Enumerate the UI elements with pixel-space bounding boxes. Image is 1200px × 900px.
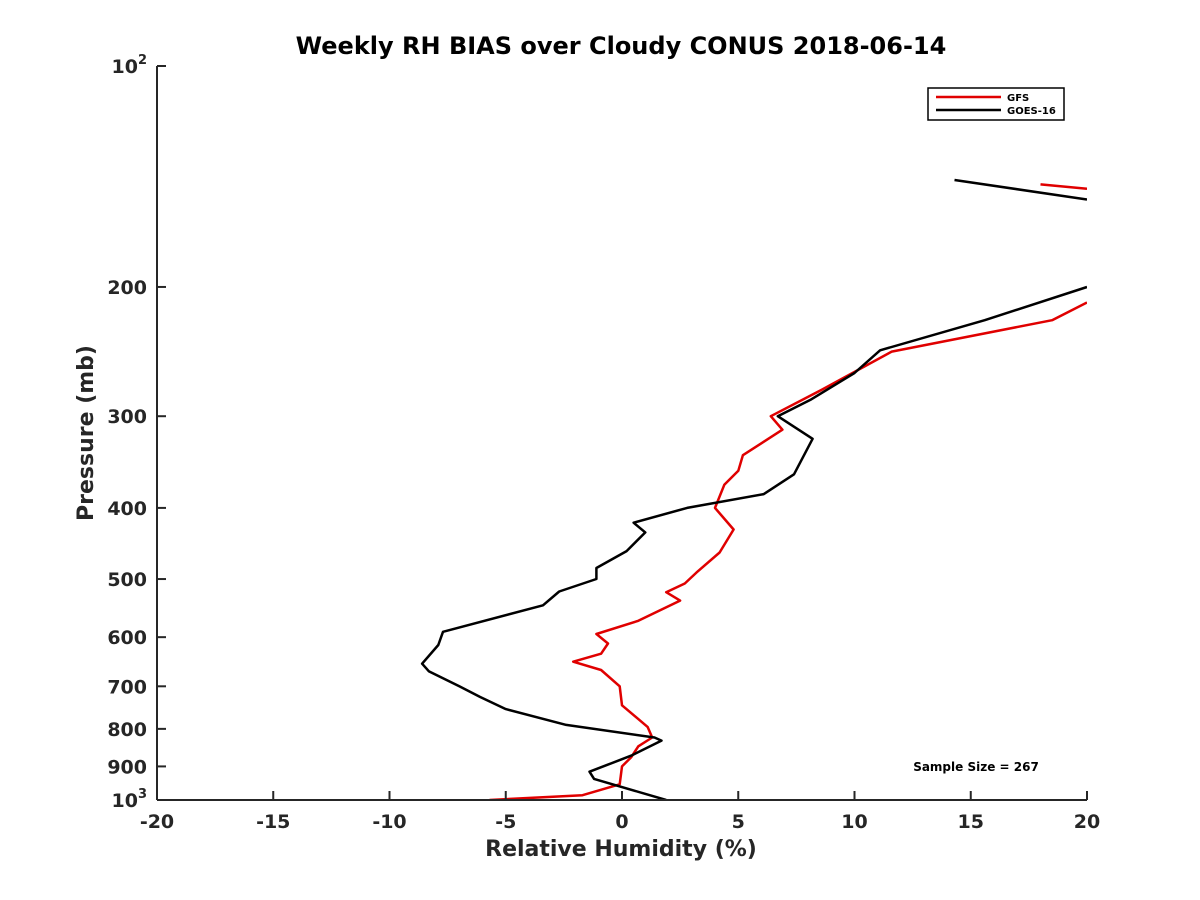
y-tick-label: 200 — [107, 277, 147, 299]
y-tick-label: 300 — [107, 406, 147, 428]
x-tick-label: -10 — [372, 811, 406, 833]
sample-size-annotation: Sample Size = 267 — [913, 760, 1039, 774]
y-tick-label: 103 — [112, 787, 148, 812]
x-tick-label: 15 — [958, 811, 984, 833]
series-line-goes16-segment-1 — [420, 285, 1087, 800]
legend-label-gfs: GFS — [1007, 93, 1029, 104]
x-tick-label: 0 — [615, 811, 628, 833]
x-tick-label: -5 — [495, 811, 516, 833]
series-line-goes16-segment-0 — [954, 178, 1087, 201]
y-tick-label: 500 — [107, 569, 147, 591]
y-tick-label: 102 — [112, 53, 148, 78]
y-tick-label: 900 — [107, 756, 147, 778]
legend-label-goes16: GOES-16 — [1007, 106, 1056, 117]
y-tick-label: 700 — [107, 676, 147, 698]
series-line-gfs-segment-1 — [489, 301, 1087, 800]
x-tick-label: 5 — [732, 811, 745, 833]
series-line-gfs-segment-0 — [1040, 183, 1087, 191]
x-tick-label: 20 — [1074, 811, 1100, 833]
chart-title: Weekly RH BIAS over Cloudy CONUS 2018-06… — [296, 32, 947, 60]
x-axis-ticks: -20 -15 -10 -5 0 5 10 15 20 — [140, 791, 1100, 833]
x-axis-label: Relative Humidity (%) — [485, 837, 757, 862]
legend: GFS GOES-16 — [927, 87, 1065, 121]
x-tick-label: 10 — [841, 811, 867, 833]
y-axis-label: Pressure (mb) — [74, 345, 99, 521]
y-tick-label: 400 — [107, 498, 147, 520]
y-tick-label: 600 — [107, 627, 147, 649]
legend-box — [927, 87, 1065, 121]
x-tick-label: -20 — [140, 811, 174, 833]
y-tick-label: 800 — [107, 719, 147, 741]
x-tick-label: -15 — [256, 811, 290, 833]
y-axis-ticks: 102 200 300 400 500 600 700 800 900 103 — [107, 53, 166, 812]
series-layer — [420, 178, 1087, 800]
